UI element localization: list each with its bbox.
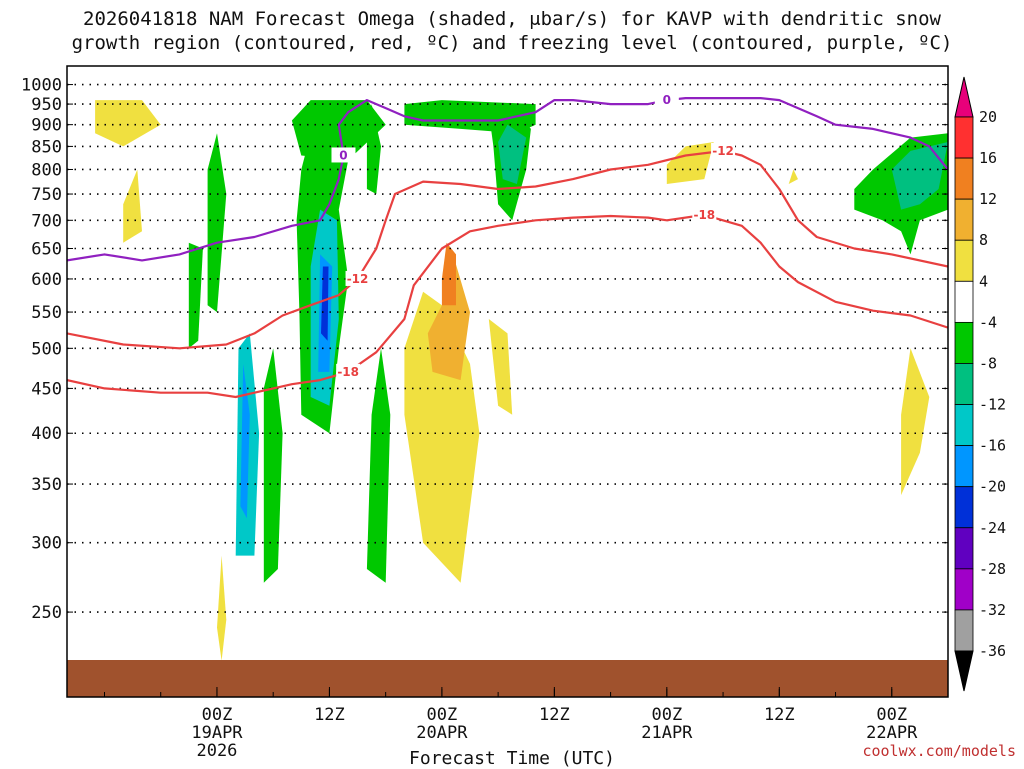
colorbar-label-12: -32 (979, 601, 1006, 619)
omega-region-6 (95, 100, 161, 147)
colorbar-label-13: -36 (979, 642, 1006, 660)
contour-0 (67, 213, 948, 399)
colorbar-label-2: 12 (979, 190, 997, 208)
omega-region-13 (188, 242, 203, 349)
x-tick-label-1-1: 12Z (314, 705, 345, 725)
y-tick-label-1000: 1000 (21, 76, 62, 96)
omega-region-26 (321, 266, 329, 341)
omega-region-11 (366, 348, 391, 583)
x-tick-label-2-1: 00Z (427, 705, 458, 725)
x-axis-label: Forecast Time (UTC) (409, 748, 615, 769)
y-tick-label-850: 850 (31, 137, 62, 157)
plot-frame (66, 65, 949, 698)
x-tick-label-2-2: 20APR (416, 723, 468, 743)
contour-label-1-1: -12 (712, 144, 734, 158)
colorbar-swatch-3 (954, 239, 974, 282)
colorbar-swatch-10 (954, 527, 974, 570)
colorbar-label-11: -28 (979, 560, 1006, 578)
contour-1 (67, 149, 948, 350)
contour-label-bg-2-1 (654, 92, 679, 108)
colorbar-swatch-12 (954, 609, 974, 652)
colorbar-swatch-2 (954, 198, 974, 241)
contour-label-bg-1-1 (711, 142, 736, 158)
y-tick-label-650: 650 (31, 239, 62, 259)
colorbar-label-4: 4 (979, 272, 988, 290)
contour-label-2-0: 0 (339, 148, 347, 162)
y-tick-label-950: 950 (31, 95, 62, 115)
x-tick-label-4-1: 00Z (651, 705, 682, 725)
omega-region-9 (123, 169, 142, 243)
colorbar-label-7: -12 (979, 396, 1006, 414)
x-tick-label-5-1: 12Z (764, 705, 795, 725)
omega-region-24 (240, 363, 250, 519)
omega-region-21 (891, 142, 948, 210)
x-tick-label-0-2: 19APR (191, 723, 243, 743)
x-tick-label-0-3: 2026 (196, 741, 237, 761)
contour-label-bg-2-0 (331, 147, 356, 163)
colorbar-under-arrow (954, 650, 974, 692)
y-tick-label-800: 800 (31, 160, 62, 180)
x-tick-label-0-1: 00Z (202, 705, 233, 725)
colorbar-label-1: 16 (979, 149, 997, 167)
contour-label-bg-0-1 (692, 206, 717, 222)
colorbar-label-5: -4 (979, 313, 997, 331)
colorbar-label-6: -8 (979, 354, 997, 372)
y-tick-label-300: 300 (31, 534, 62, 554)
omega-region-10 (263, 348, 283, 583)
y-tick-label-450: 450 (31, 379, 62, 399)
omega-region-8 (788, 169, 798, 184)
omega-region-2 (427, 248, 470, 381)
y-tick-label-900: 900 (31, 116, 62, 136)
x-tick-label-3-1: 12Z (539, 705, 570, 725)
omega-region-0 (217, 555, 227, 661)
colorbar-swatch-8 (954, 445, 974, 488)
colorbar-label-3: 8 (979, 231, 988, 249)
y-tick-label-550: 550 (31, 303, 62, 323)
colorbar-label-10: -24 (979, 519, 1006, 537)
contour-label-bg-0-0 (336, 363, 361, 379)
colorbar-swatch-0 (954, 116, 974, 159)
omega-region-3 (441, 242, 456, 306)
omega-region-5 (901, 348, 930, 496)
colorbar-swatch-4 (954, 280, 974, 323)
y-tick-label-400: 400 (31, 424, 62, 444)
credit-text: coolwx.com/models (862, 742, 1016, 760)
y-tick-label-350: 350 (31, 475, 62, 495)
colorbar-swatch-7 (954, 404, 974, 447)
contour-label-bg-1-0 (345, 270, 370, 286)
omega-region-20 (498, 124, 527, 184)
colorbar-over-arrow (954, 76, 974, 118)
title-line-2: growth region (contoured, red, ºC) and f… (71, 32, 953, 54)
contour-label-2-1: 0 (663, 93, 671, 107)
y-tick-label-700: 700 (31, 211, 62, 231)
contour-label-1-0: -12 (347, 272, 369, 286)
colorbar-swatch-11 (954, 568, 974, 611)
colorbar-label-8: -16 (979, 437, 1006, 455)
y-tick-label-500: 500 (31, 339, 62, 359)
omega-region-14 (207, 133, 227, 313)
contour-2 (67, 97, 948, 262)
title-line-1: 2026041818 NAM Forecast Omega (shaded, μ… (83, 8, 941, 30)
omega-region-7 (666, 142, 714, 184)
colorbar-swatch-6 (954, 363, 974, 405)
colorbar-swatch-5 (954, 321, 974, 364)
colorbar-swatch-1 (954, 157, 974, 200)
x-tick-label-6-2: 22APR (866, 723, 918, 743)
omega-region-4 (488, 319, 513, 415)
x-tick-label-6-1: 00Z (876, 705, 907, 725)
colorbar-label-9: -20 (979, 478, 1006, 496)
terrain-ground (67, 660, 948, 697)
y-tick-label-750: 750 (31, 185, 62, 205)
y-tick-label-250: 250 (31, 603, 62, 623)
colorbar-label-0: 20 (979, 108, 997, 126)
contour-label-0-0: -18 (337, 365, 359, 379)
x-tick-label-4-2: 21APR (641, 723, 693, 743)
y-tick-label-600: 600 (31, 270, 62, 290)
contour-label-0-1: -18 (693, 208, 715, 222)
colorbar-swatch-9 (954, 486, 974, 529)
